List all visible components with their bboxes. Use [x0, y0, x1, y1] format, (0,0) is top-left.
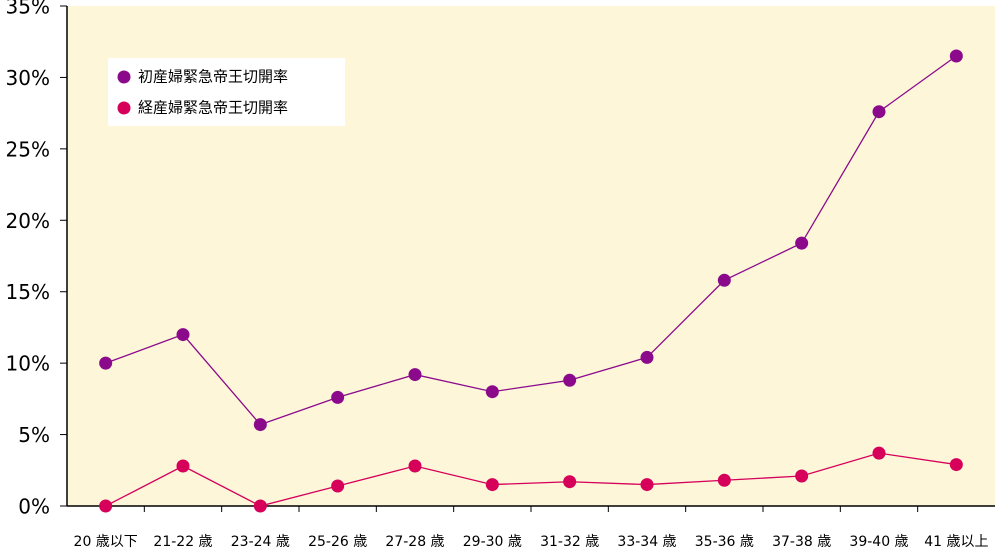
data-point: [717, 473, 731, 487]
y-tick-label: 5%: [18, 423, 50, 447]
legend-label: 初産婦緊急帝王切開率: [138, 68, 288, 86]
data-point: [872, 105, 886, 119]
data-point: [176, 328, 190, 342]
data-point: [563, 475, 577, 489]
data-point: [331, 479, 345, 493]
x-tick-label: 29-30 歳: [463, 534, 522, 550]
data-point: [717, 273, 731, 287]
legend-marker: [117, 70, 131, 84]
data-point: [640, 478, 654, 492]
data-point: [99, 499, 113, 513]
x-tick-label: 41 歳以上: [924, 534, 988, 550]
y-tick-label: 30%: [6, 66, 50, 90]
x-tick-label: 23-24 歳: [231, 534, 290, 550]
series-line: [105, 55, 957, 426]
y-tick-label: 10%: [6, 352, 50, 376]
x-tick-label: 25-26 歳: [308, 534, 367, 550]
y-tick-label: 15%: [6, 280, 50, 304]
data-point: [408, 459, 422, 473]
data-point: [563, 373, 577, 387]
series-line: [105, 452, 957, 507]
data-point: [485, 385, 499, 399]
data-point: [640, 350, 654, 364]
data-point: [872, 446, 886, 460]
y-tick-label: 0%: [18, 495, 50, 519]
y-tick-label: 35%: [6, 0, 50, 19]
x-tick-label: 20 歳以下: [74, 534, 138, 550]
data-point: [485, 478, 499, 492]
x-tick-label: 39-40 歳: [849, 534, 908, 550]
x-tick-label: 31-32 歳: [540, 534, 599, 550]
data-point: [408, 368, 422, 382]
data-point: [331, 390, 345, 404]
x-tick-label: 21-22 歳: [153, 534, 212, 550]
data-point: [949, 458, 963, 472]
x-tick-label: 35-36 歳: [695, 534, 754, 550]
x-tick-label: 37-38 歳: [772, 534, 831, 550]
data-point: [99, 356, 113, 370]
data-point: [795, 236, 809, 250]
y-tick-label: 20%: [6, 209, 50, 233]
x-tick-label: 27-28 歳: [385, 534, 444, 550]
x-tick-label: 33-34 歳: [617, 534, 676, 550]
legend-label: 経産婦緊急帝王切開率: [138, 99, 288, 117]
data-point: [176, 459, 190, 473]
data-point: [253, 499, 267, 513]
data-point: [795, 469, 809, 483]
legend-box: [108, 58, 345, 126]
data-point: [253, 418, 267, 432]
y-tick-label: 25%: [6, 137, 50, 161]
data-point: [949, 49, 963, 63]
legend-marker: [117, 101, 131, 115]
